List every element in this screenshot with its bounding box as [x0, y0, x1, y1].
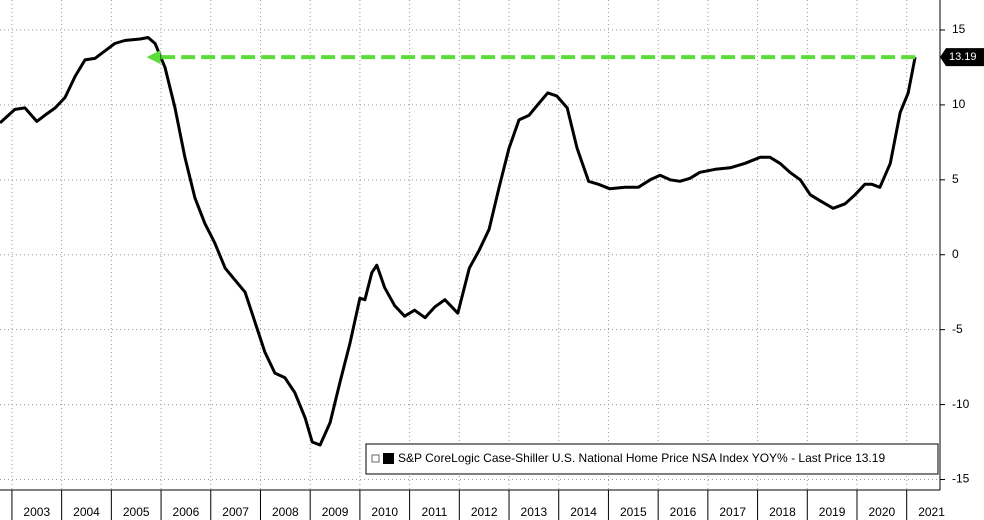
x-tick-label: 2020	[868, 505, 895, 519]
x-tick-label: 2003	[23, 505, 50, 519]
legend-box	[365, 443, 939, 475]
last-price-label: 13.19	[949, 51, 977, 63]
x-tick-label: 2011	[422, 505, 448, 519]
y-tick-label: -15	[952, 472, 970, 486]
x-tick-label: 2013	[521, 505, 548, 519]
y-tick-label: -5	[952, 322, 963, 336]
y-tick-label: 10	[952, 97, 966, 111]
y-tick-label: -10	[952, 397, 970, 411]
x-tick-label: 2008	[272, 505, 299, 519]
legend-icon-frame	[371, 454, 380, 463]
x-tick-label: 2012	[471, 505, 498, 519]
x-tick-label: 2005	[123, 505, 150, 519]
x-tick-label: 2017	[719, 505, 746, 519]
x-tick-label: 2010	[371, 505, 398, 519]
x-tick-label: 2014	[570, 505, 597, 519]
x-tick-label: 2021	[918, 505, 945, 519]
legend-swatch	[383, 453, 394, 464]
x-tick-label: 2009	[322, 505, 349, 519]
last-price-box	[940, 48, 984, 67]
x-tick-label: 2006	[173, 505, 200, 519]
x-tick-label: 2019	[819, 505, 846, 519]
x-tick-label: 2015	[620, 505, 647, 519]
line-series	[0, 36, 917, 447]
y-tick-label: 15	[952, 22, 966, 36]
x-tick-label: 2016	[670, 505, 697, 519]
x-tick-label: 2018	[769, 505, 796, 519]
y-tick-label: 0	[952, 247, 959, 261]
x-tick-label: 2007	[222, 505, 249, 519]
y-tick-label: 5	[952, 172, 959, 186]
arrow-head	[146, 50, 161, 65]
legend-label: S&P CoreLogic Case-Shiller U.S. National…	[398, 451, 885, 465]
x-tick-label: 2004	[73, 505, 100, 519]
